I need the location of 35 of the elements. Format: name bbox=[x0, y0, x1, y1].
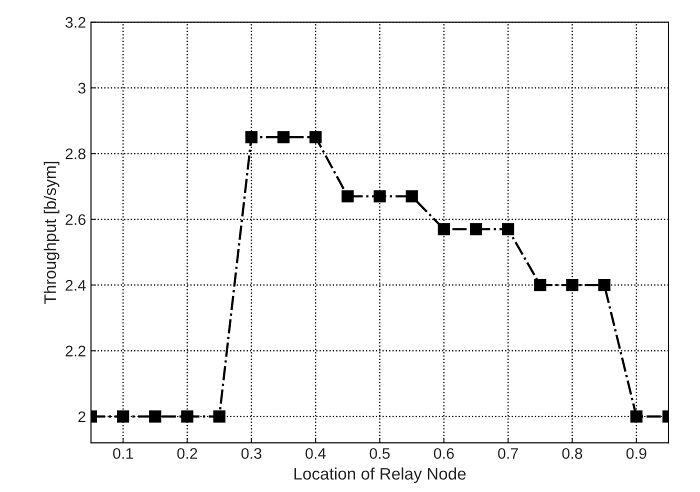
x-tick-label: 0.3 bbox=[241, 448, 262, 459]
x-tick-label: 0.5 bbox=[370, 448, 390, 459]
point bbox=[566, 278, 578, 292]
x-tick-label: 0.1 bbox=[113, 448, 133, 459]
y-tick-label: 2.8 bbox=[66, 148, 86, 160]
y-axis-title: Throughput [b/sym] bbox=[44, 162, 60, 304]
y-tick-label: 3 bbox=[78, 82, 86, 94]
x-axis-title: Location of Relay Node bbox=[294, 467, 466, 483]
point bbox=[117, 410, 130, 423]
point bbox=[310, 131, 322, 144]
point bbox=[213, 410, 226, 423]
point bbox=[277, 131, 290, 144]
point bbox=[502, 223, 514, 236]
point bbox=[534, 278, 546, 292]
x-tick-label: 0.7 bbox=[498, 448, 518, 459]
point bbox=[406, 190, 418, 202]
y-tick-label: 3.2 bbox=[65, 17, 86, 28]
point bbox=[470, 223, 482, 236]
point bbox=[342, 190, 354, 202]
point bbox=[598, 278, 610, 292]
y-tick-label: 2 bbox=[78, 411, 86, 422]
point bbox=[181, 410, 194, 423]
x-tick-label: 0.4 bbox=[306, 448, 326, 459]
x-tick-label: 0.6 bbox=[434, 448, 454, 459]
y-tick-label: 2.4 bbox=[66, 280, 86, 291]
y-tick-label: 2.2 bbox=[66, 346, 86, 356]
x-tick-label: 0.9 bbox=[626, 448, 646, 459]
point bbox=[630, 410, 642, 423]
point bbox=[149, 410, 162, 423]
y-tick-label: 2.6 bbox=[66, 214, 86, 226]
point bbox=[245, 131, 258, 144]
x-tick-label: 0.2 bbox=[177, 448, 198, 459]
point bbox=[374, 190, 386, 202]
point bbox=[438, 223, 450, 236]
x-tick-label: 0.8 bbox=[562, 448, 582, 459]
